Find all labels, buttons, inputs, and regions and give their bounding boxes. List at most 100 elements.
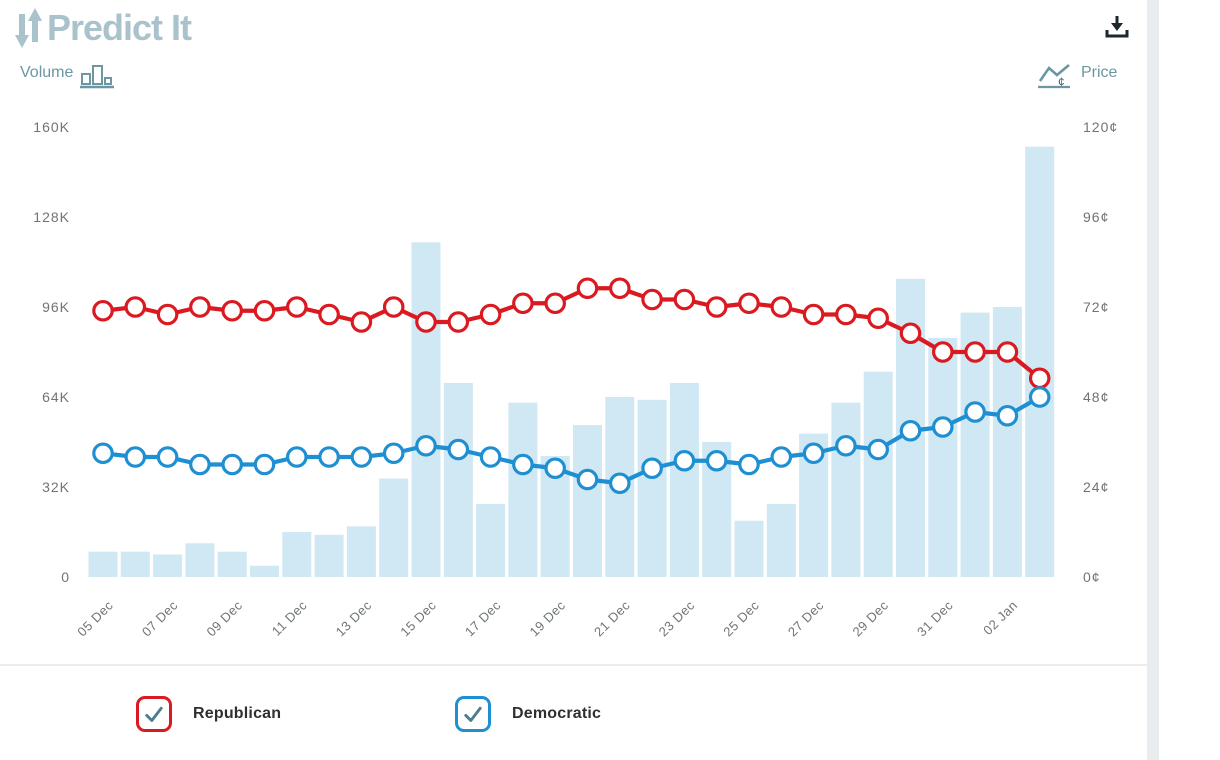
price-marker-republican[interactable] [221, 299, 243, 322]
price-marker-republican[interactable] [770, 296, 793, 318]
price-marker-democratic[interactable] [415, 434, 437, 457]
price-marker-republican[interactable] [92, 299, 114, 322]
price-marker-republican[interactable] [867, 307, 889, 330]
price-marker-democratic[interactable] [802, 442, 825, 465]
republican-checkbox[interactable] [136, 696, 172, 732]
download-button[interactable] [1100, 12, 1134, 42]
volume-label: Volume [20, 64, 74, 81]
price-marker-republican[interactable] [1028, 367, 1051, 390]
price-marker-democratic[interactable] [835, 434, 857, 457]
price-marker-democratic[interactable] [253, 453, 276, 476]
volume-bar[interactable] [314, 534, 344, 577]
price-marker-republican[interactable] [544, 292, 566, 315]
volume-bar[interactable] [669, 382, 699, 577]
price-marker-democratic[interactable] [608, 472, 631, 495]
volume-bar[interactable] [476, 503, 506, 577]
price-marker-democratic[interactable] [576, 468, 599, 491]
price-marker-democratic[interactable] [899, 419, 922, 442]
x-axis-tick: 15 Dec [397, 598, 439, 640]
price-marker-republican[interactable] [447, 311, 470, 333]
volume-bar[interactable] [734, 520, 764, 577]
predictit-logo[interactable]: Predict It [14, 6, 192, 50]
price-marker-republican[interactable] [964, 341, 986, 363]
price-marker-republican[interactable] [156, 303, 179, 326]
volume-bar[interactable] [508, 402, 538, 577]
price-marker-democratic[interactable] [641, 457, 663, 480]
price-marker-democratic[interactable] [479, 446, 502, 468]
price-marker-democratic[interactable] [512, 453, 534, 476]
volume-bar[interactable] [637, 399, 667, 577]
price-marker-republican[interactable] [415, 311, 437, 333]
x-axis-tick: 05 Dec [74, 598, 116, 640]
price-marker-republican[interactable] [738, 292, 760, 315]
price-marker-democratic[interactable] [964, 401, 986, 423]
price-marker-republican[interactable] [576, 277, 599, 300]
right-axis-tick: 96¢ [1083, 209, 1109, 225]
volume-bar[interactable] [831, 402, 861, 577]
volume-bar[interactable] [185, 543, 215, 577]
price-marker-democratic[interactable] [867, 438, 889, 461]
volume-bar[interactable] [379, 478, 409, 577]
scrollbar[interactable] [1147, 0, 1159, 760]
x-axis-tick: 27 Dec [785, 598, 827, 640]
price-marker-republican[interactable] [124, 296, 147, 318]
price-marker-republican[interactable] [382, 296, 405, 318]
volume-bar[interactable] [863, 371, 893, 577]
price-marker-republican[interactable] [835, 303, 857, 326]
left-axis-tick: 96K [42, 299, 70, 315]
price-marker-democratic[interactable] [350, 446, 373, 468]
volume-bar[interactable] [1025, 146, 1055, 577]
price-marker-democratic[interactable] [996, 404, 1019, 427]
volume-bar[interactable] [153, 554, 183, 578]
price-marker-republican[interactable] [285, 296, 308, 318]
price-marker-democratic[interactable] [447, 438, 470, 461]
left-axis-tick: 32K [42, 479, 70, 495]
price-marker-republican[interactable] [802, 303, 825, 326]
price-marker-republican[interactable] [512, 292, 534, 315]
price-marker-republican[interactable] [673, 288, 696, 311]
volume-bar[interactable] [120, 551, 150, 577]
price-marker-democratic[interactable] [544, 457, 566, 480]
price-marker-republican[interactable] [899, 322, 922, 345]
price-marker-democratic[interactable] [318, 446, 340, 468]
price-marker-republican[interactable] [253, 299, 276, 322]
price-marker-democratic[interactable] [189, 453, 211, 476]
volume-bar[interactable] [346, 526, 376, 577]
price-marker-democratic[interactable] [382, 442, 405, 465]
price-marker-democratic[interactable] [931, 416, 954, 438]
price-marker-democratic[interactable] [673, 449, 696, 472]
price-marker-republican[interactable] [318, 303, 340, 326]
price-marker-republican[interactable] [931, 341, 954, 363]
volume-bar[interactable] [217, 551, 247, 577]
volume-bar[interactable] [282, 532, 312, 577]
price-marker-democratic[interactable] [124, 446, 147, 468]
price-marker-republican[interactable] [608, 277, 631, 300]
price-marker-republican[interactable] [641, 288, 663, 311]
price-marker-democratic[interactable] [1028, 386, 1051, 408]
price-marker-republican[interactable] [350, 311, 373, 333]
price-marker-democratic[interactable] [738, 453, 760, 476]
volume-toggle[interactable]: Volume [20, 62, 115, 89]
volume-bar[interactable] [573, 425, 602, 577]
volume-bar[interactable] [411, 242, 441, 577]
democratic-checkbox[interactable] [455, 696, 491, 732]
price-marker-democratic[interactable] [285, 446, 308, 468]
volume-bar[interactable] [443, 382, 473, 577]
price-marker-democratic[interactable] [156, 446, 179, 468]
volume-bar[interactable] [766, 503, 796, 577]
price-toggle[interactable]: ¢ Price [1038, 62, 1117, 90]
download-icon [1105, 16, 1129, 38]
volume-bar[interactable] [928, 337, 958, 577]
price-marker-republican[interactable] [189, 296, 211, 318]
volume-bar[interactable] [250, 565, 279, 577]
volume-bar[interactable] [88, 551, 118, 577]
price-volume-chart[interactable]: 160K 128K 96K 64K 32K 0 120¢ 96¢ 72¢ 48¢ 24¢ 0¢ 05 D… [0, 0, 1147, 660]
x-axis-tick: 02 Jan [980, 598, 1020, 638]
price-marker-republican[interactable] [996, 341, 1019, 363]
price-marker-democratic[interactable] [92, 442, 114, 465]
price-marker-democratic[interactable] [770, 446, 793, 468]
price-marker-republican[interactable] [479, 303, 502, 326]
price-marker-democratic[interactable] [705, 449, 728, 472]
price-marker-democratic[interactable] [221, 453, 243, 476]
price-marker-republican[interactable] [705, 296, 728, 318]
